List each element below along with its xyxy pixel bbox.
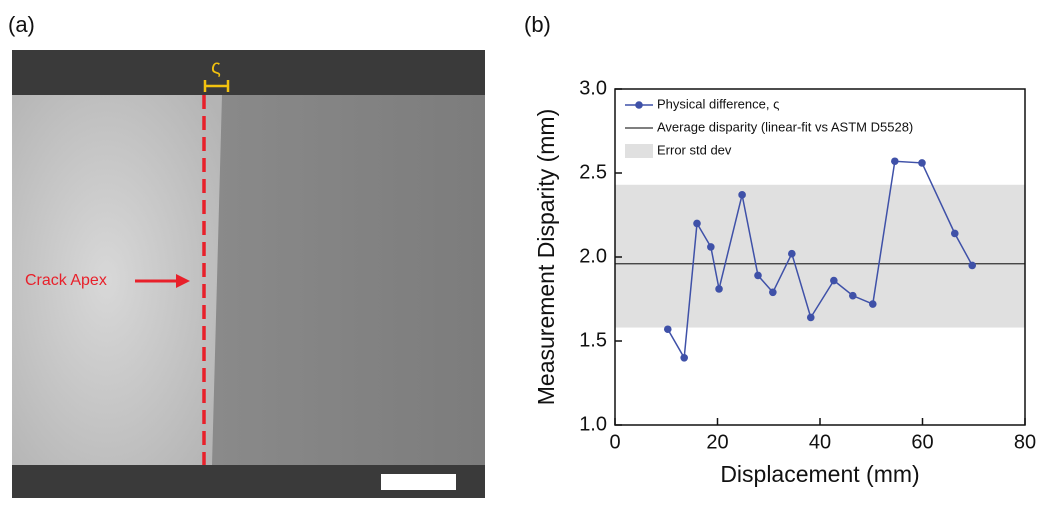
- x-tick-label: 80: [1014, 431, 1036, 453]
- legend-marker: [635, 101, 643, 109]
- data-point: [830, 276, 838, 285]
- image-dark-region: [212, 95, 485, 465]
- data-point: [715, 285, 723, 293]
- data-point: [968, 261, 977, 270]
- data-point: [680, 354, 688, 362]
- panel-label: (b): [524, 12, 551, 37]
- legend-label: Physical difference, ς: [657, 96, 779, 111]
- data-point: [738, 191, 746, 199]
- y-tick-label: 2.5: [579, 161, 607, 183]
- annotation: Crack Apex: [25, 272, 107, 289]
- data-point: [868, 300, 877, 308]
- x-tick-label: 40: [809, 431, 831, 453]
- error-band: [615, 184, 1025, 328]
- x-tick-label: 20: [706, 431, 728, 453]
- data-point: [950, 229, 959, 238]
- gap-symbol: ς: [211, 56, 221, 78]
- micrograph: ς Crack Apex: [12, 50, 485, 498]
- scale-bar: [381, 474, 456, 490]
- data-point: [769, 288, 777, 297]
- data-point: [754, 271, 762, 280]
- panel-label: (a): [8, 12, 35, 37]
- y-tick-label: 1.5: [579, 329, 607, 351]
- legend-label: Error std dev: [657, 142, 732, 157]
- legend-swatch: [625, 144, 653, 158]
- y-axis-label: Measurement Disparity (mm): [533, 109, 559, 406]
- y-tick-label: 1.0: [579, 413, 607, 435]
- gap-marker: [203, 80, 230, 92]
- x-axis-label: Displacement (mm): [720, 461, 919, 487]
- data-point: [849, 291, 857, 300]
- data-point: [693, 219, 701, 228]
- data-point: [707, 243, 715, 251]
- data-point: [806, 313, 815, 322]
- data-point: [663, 325, 672, 334]
- data-point: [918, 159, 926, 167]
- data-point: [891, 157, 899, 166]
- y-tick-label: 3.0: [579, 77, 607, 99]
- legend-label: Average disparity (linear-fit vs ASTM D5…: [657, 119, 913, 134]
- x-tick-label: 60: [911, 431, 933, 453]
- y-tick-label: 2.0: [579, 245, 607, 267]
- data-point: [788, 249, 796, 258]
- arrow-head: [176, 274, 190, 288]
- x-tick-label: 0: [609, 431, 620, 453]
